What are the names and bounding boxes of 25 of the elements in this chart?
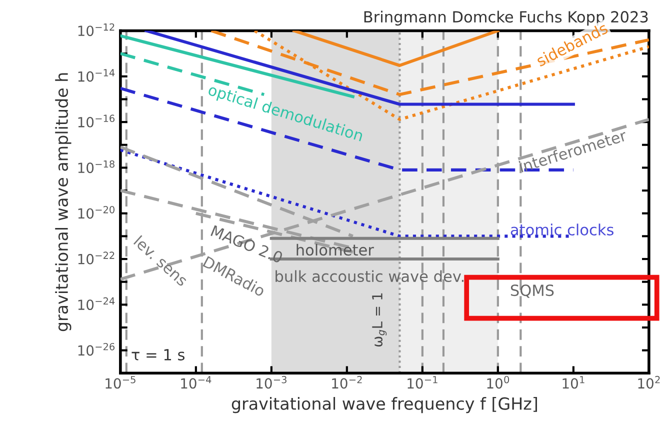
y-tick-label: 10$^{−26}$ [78, 342, 115, 356]
annotation: atomic clocks [510, 224, 614, 236]
x-tick-label: 10$^{−4}$ [181, 376, 212, 389]
y-axis-title: gravitational wave amplitude h [55, 73, 72, 332]
annotation: bulk accoustic wave dev. [276, 270, 464, 282]
x-tick-label: 10$^{−3}$ [256, 376, 286, 389]
annotation: holometer [296, 244, 374, 256]
annotation: SQMS [510, 284, 554, 298]
y-tick-label: 10$^{−22}$ [78, 252, 114, 264]
y-tick-label: 10$^{−20}$ [78, 206, 114, 219]
chart-title: Bringmann Domcke Fuchs Kopp 2023 [364, 10, 648, 26]
y-tick-label: 10$^{−12}$ [78, 23, 114, 36]
x-tick-label: 10$^{−2}$ [332, 376, 362, 389]
y-tick-label: 10$^{−18}$ [78, 160, 114, 174]
x-axis-title: gravitational wave frequency f [GHz] [232, 397, 537, 414]
x-tick-label: 10$^{−5}$ [106, 376, 136, 389]
y-tick-label: 10$^{−24}$ [78, 297, 115, 310]
x-tick-label: 10$^{1}$ [562, 376, 584, 389]
x-tick-label: 10$^{−1}$ [408, 376, 438, 389]
y-tick-label: 10$^{−14}$ [78, 69, 115, 82]
x-tick-label: 10$^{2}$ [638, 376, 660, 389]
x-tick-label: 10$^{0}$ [487, 376, 510, 389]
annotation: τ = 1 s [132, 349, 184, 360]
y-tick-label: 10$^{−16}$ [78, 114, 115, 128]
annotation: ω$_{g}$L = 1 [372, 293, 387, 347]
